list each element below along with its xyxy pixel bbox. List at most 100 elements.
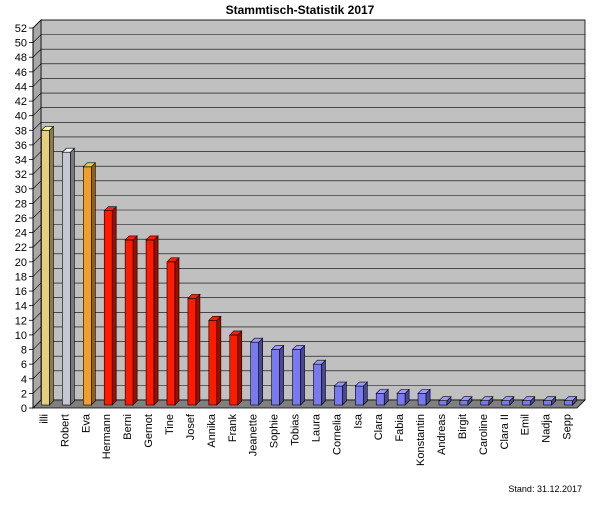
bar: [417, 388, 431, 406]
bar-side: [321, 359, 326, 406]
bar-side: [174, 257, 180, 406]
bar-top: [333, 381, 348, 387]
y-tick-label: 8: [21, 345, 27, 357]
bar-front: [313, 363, 322, 406]
bar: [459, 395, 473, 406]
bar-front: [166, 261, 176, 406]
bar-front: [375, 393, 385, 406]
gridline: [32, 312, 585, 321]
y-tick-label: 6: [21, 359, 27, 371]
bar-top: [40, 126, 55, 131]
gridline: [32, 180, 585, 189]
y-tick-label: 4: [21, 374, 27, 386]
bar-front: [187, 298, 197, 406]
gridline: [32, 224, 585, 233]
bar-front: [271, 349, 280, 406]
y-tick-label: 46: [15, 67, 27, 79]
x-tick-label: Jeanette: [248, 414, 260, 456]
gridline: [32, 297, 585, 306]
gridline: [32, 122, 585, 131]
gridline: [32, 238, 585, 248]
bar-front: [334, 385, 343, 406]
bar-front: [417, 393, 427, 406]
bar: [375, 388, 389, 406]
bar-top: [396, 389, 410, 394]
gridline: [32, 355, 585, 365]
bar-side: [111, 205, 117, 406]
y-tick-label: 34: [15, 155, 27, 167]
x-tick-label: Tobias: [290, 414, 302, 446]
x-tick-label: Nadja: [541, 413, 553, 443]
bar: [501, 395, 515, 406]
gridline: [32, 268, 585, 277]
y-tick-label: 40: [15, 111, 27, 123]
y-tick-label: 20: [15, 257, 27, 269]
bar: [563, 395, 578, 406]
bar: [521, 395, 536, 406]
x-tick-label: Josef: [185, 413, 197, 440]
bar: [208, 315, 222, 406]
x-tick-label: Clara II: [499, 414, 511, 449]
gridline: [32, 165, 585, 175]
bar-front: [543, 400, 552, 406]
bar-side: [132, 235, 138, 406]
y-axis-ticks: 0246810121416182022242628303234363840424…: [15, 23, 34, 415]
bar-front: [62, 151, 71, 406]
bar-front: [229, 334, 239, 406]
gridline: [32, 34, 585, 43]
bar-front: [250, 341, 259, 406]
bar: [396, 388, 410, 406]
bar-front: [124, 239, 134, 406]
gridline: [32, 370, 585, 379]
x-tick-label: Sophie: [269, 414, 281, 448]
bar-front: [459, 400, 469, 406]
x-tick-label: Robert: [59, 414, 71, 447]
bar: [354, 381, 369, 406]
bar-front: [83, 166, 92, 406]
bar-top: [417, 389, 431, 394]
bar-front: [41, 130, 50, 406]
x-tick-label: Cornelia: [331, 413, 343, 455]
y-tick-label: 44: [15, 81, 27, 93]
bar-front: [208, 320, 218, 406]
bar-front: [522, 400, 531, 406]
y-tick-label: 30: [15, 184, 27, 196]
gridline: [32, 209, 585, 219]
x-tick-label: Sepp: [562, 414, 574, 440]
bar-top: [208, 316, 222, 321]
x-tick-label: Birgit: [457, 414, 469, 439]
y-tick-label: 16: [15, 286, 27, 298]
bar-front: [501, 400, 511, 406]
x-tick-label: Isa: [352, 413, 364, 429]
y-tick-label: 36: [15, 140, 27, 152]
gridline: [32, 282, 585, 292]
bar-front: [355, 385, 364, 406]
bar-top: [480, 396, 494, 401]
gridline: [32, 78, 585, 87]
x-tick-label: Hermann: [101, 414, 113, 459]
x-tick-label: Emil: [520, 414, 532, 435]
gridline: [32, 63, 585, 73]
y-tick-label: 42: [15, 96, 27, 108]
x-tick-label: Andreas: [436, 414, 448, 455]
bar-top: [354, 381, 369, 387]
bar-top: [291, 345, 306, 350]
x-tick-label: illi: [38, 414, 50, 424]
gridline: [32, 107, 585, 116]
gridline: [32, 326, 585, 336]
bar-top: [249, 337, 264, 343]
x-tick-label: Annika: [206, 413, 218, 448]
bar-front: [396, 393, 406, 406]
y-tick-label: 0: [21, 403, 27, 415]
y-tick-label: 32: [15, 169, 27, 181]
x-tick-label: Caroline: [478, 414, 490, 455]
y-tick-label: 18: [15, 271, 27, 283]
x-tick-label: Frank: [227, 414, 239, 443]
bars: [40, 125, 578, 406]
x-tick-label: Clara: [373, 413, 385, 440]
bar: [187, 293, 201, 406]
bar: [249, 337, 264, 406]
gridline: [32, 48, 585, 58]
bar-side: [237, 330, 243, 406]
x-tick-label: Berni: [122, 414, 134, 440]
